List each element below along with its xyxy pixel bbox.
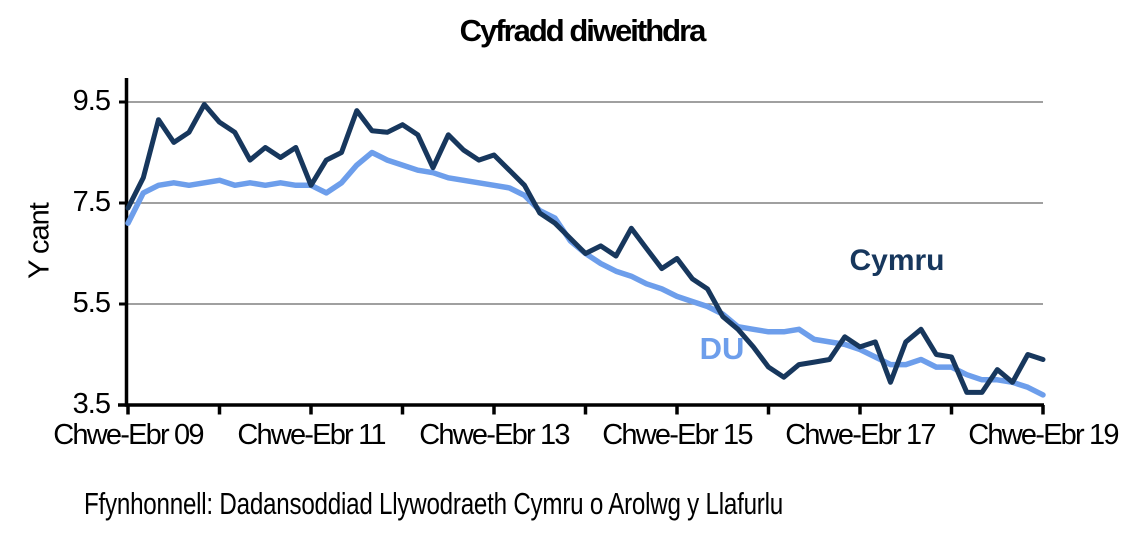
series-label-cymru: Cymru — [849, 244, 945, 277]
chart-title: Cyfradd diweithdra — [459, 13, 707, 48]
cymru-line — [125, 102, 1046, 395]
series-label-du: DU — [699, 331, 745, 366]
x-tick-label: Chwe-Ebr 19 — [968, 419, 1119, 451]
x-tick-label: Chwe-Ebr 09 — [53, 419, 204, 451]
y-tick-label: 7.5 — [72, 186, 111, 218]
x-tick-label: Chwe-Ebr 17 — [785, 419, 936, 451]
x-tick-label: Chwe-Ebr 15 — [602, 419, 753, 451]
x-tick-label: Chwe-Ebr 11 — [237, 419, 386, 451]
source-note: Ffynhonnell: Dadansoddiad Llywodraeth Cy… — [84, 486, 783, 521]
y-tick-label: 9.5 — [72, 85, 111, 117]
x-tick-label: Chwe-Ebr 13 — [419, 419, 570, 451]
y-tick-label: 5.5 — [72, 287, 111, 319]
y-tick-label: 3.5 — [72, 388, 111, 420]
